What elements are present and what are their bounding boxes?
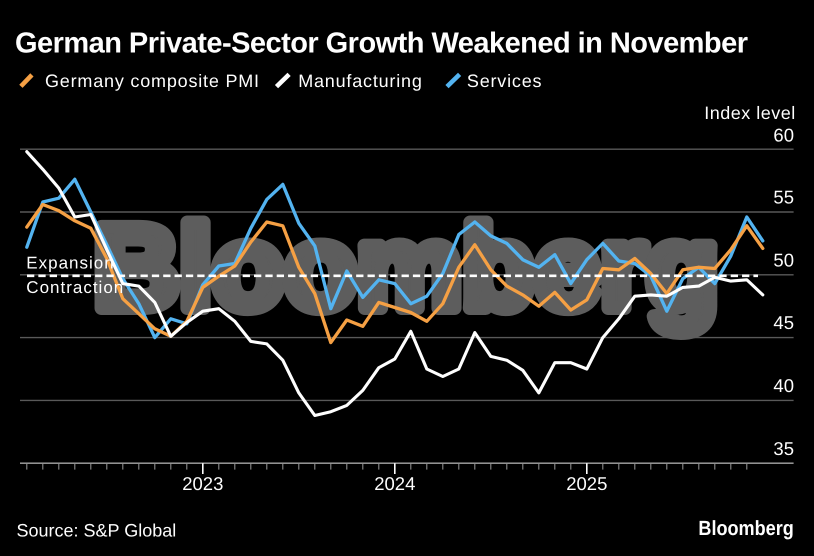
svg-text:Bloomberɡ: Bloomberɡ bbox=[94, 202, 719, 334]
svg-text:2024: 2024 bbox=[374, 473, 415, 494]
svg-text:Contraction: Contraction bbox=[26, 278, 124, 297]
svg-text:45: 45 bbox=[773, 312, 794, 333]
svg-text:55: 55 bbox=[773, 187, 794, 208]
svg-text:2025: 2025 bbox=[566, 473, 607, 494]
svg-text:Germany composite PMI: Germany composite PMI bbox=[45, 71, 260, 91]
svg-text:60: 60 bbox=[773, 124, 794, 145]
svg-text:Expansion: Expansion bbox=[26, 253, 114, 272]
svg-text:35: 35 bbox=[773, 438, 794, 459]
svg-text:Services: Services bbox=[467, 71, 542, 91]
svg-text:2023: 2023 bbox=[182, 473, 223, 494]
svg-text:50: 50 bbox=[773, 249, 794, 270]
svg-text:German Private-Sector Growth W: German Private-Sector Growth Weakened in… bbox=[15, 27, 748, 59]
svg-text:40: 40 bbox=[773, 375, 794, 396]
svg-text:Manufacturing: Manufacturing bbox=[298, 71, 422, 91]
svg-text:Source: S&P Global: Source: S&P Global bbox=[17, 521, 177, 541]
svg-text:Bloomberg: Bloomberg bbox=[698, 517, 793, 540]
svg-text:Index level: Index level bbox=[704, 103, 796, 123]
